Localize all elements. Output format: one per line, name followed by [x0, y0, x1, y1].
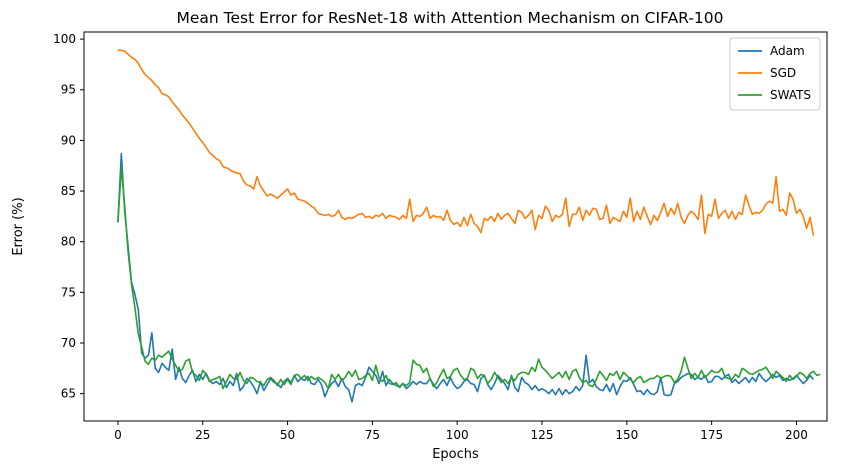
x-tick-label: 25: [195, 428, 210, 442]
y-tick-label: 90: [61, 133, 76, 147]
plot-frame: [83, 31, 828, 422]
y-axis-label: Error (%): [11, 197, 26, 255]
y-axis: 65 70 75 80 85 90 95 100: [53, 32, 84, 401]
x-tick-label: 125: [531, 428, 554, 442]
y-tick-label: 80: [61, 235, 76, 249]
x-axis-label: Epochs: [432, 447, 479, 462]
series-line-adam: [117, 152, 815, 403]
series-line-sgd: [117, 49, 815, 236]
x-tick-label: 50: [280, 428, 295, 442]
y-tick-label: 85: [61, 184, 76, 198]
x-tick-label: 200: [785, 428, 808, 442]
chart-title: Mean Test Error for ResNet-18 with Atten…: [177, 9, 724, 27]
legend-label-swats: SWATS: [770, 88, 811, 102]
y-tick-label: 95: [61, 83, 76, 97]
x-tick-label: 0: [114, 428, 122, 442]
series-line-swats: [117, 166, 821, 390]
y-tick-label: 100: [53, 32, 76, 46]
x-axis: 0 25 50 75 100 125 150 175 200: [114, 421, 808, 442]
legend-box: [729, 37, 821, 111]
y-tick-label: 75: [61, 285, 76, 299]
x-tick-label: 100: [446, 428, 469, 442]
x-tick-label: 75: [365, 428, 380, 442]
x-tick-label: 150: [615, 428, 638, 442]
series-layer: [117, 49, 821, 403]
legend-label-adam: Adam: [770, 44, 805, 58]
legend: Adam SGD SWATS: [729, 37, 821, 111]
y-tick-label: 70: [61, 336, 76, 350]
x-tick-label: 175: [700, 428, 723, 442]
y-tick-label: 65: [61, 387, 76, 401]
legend-label-sgd: SGD: [770, 66, 796, 80]
